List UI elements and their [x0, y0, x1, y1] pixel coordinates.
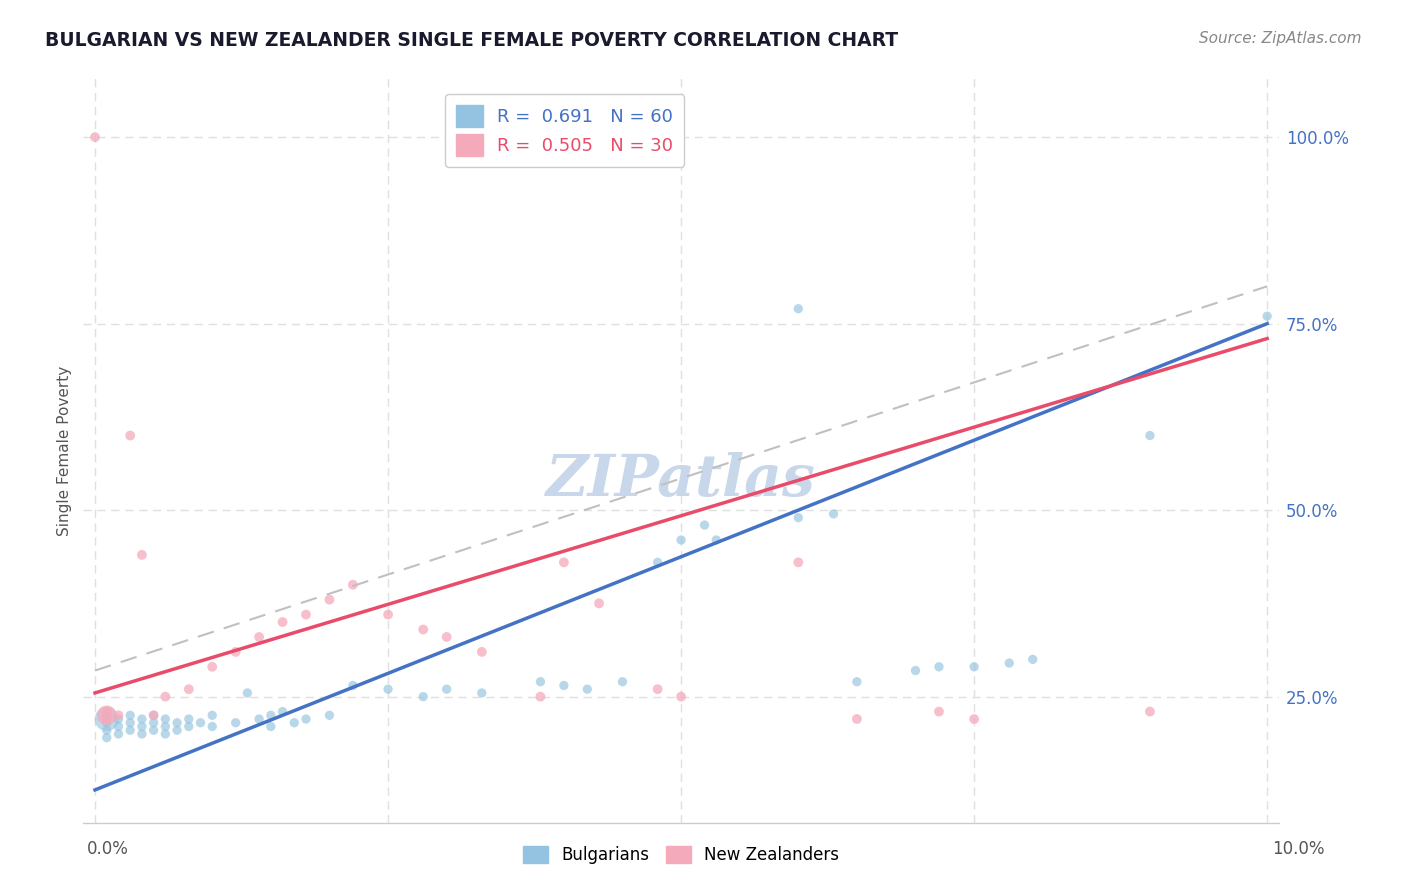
Point: [120, 428, 142, 442]
Text: BULGARIAN VS NEW ZEALANDER SINGLE FEMALE POVERTY CORRELATION CHART: BULGARIAN VS NEW ZEALANDER SINGLE FEMALE…: [45, 31, 898, 50]
Point: [166, 715, 188, 730]
Point: [928, 660, 950, 674]
Point: [1139, 705, 1161, 719]
Point: [669, 690, 692, 704]
Point: [177, 682, 200, 697]
Point: [823, 507, 845, 521]
Point: [553, 678, 575, 692]
Point: [236, 686, 259, 700]
Point: [142, 723, 165, 738]
Point: [107, 708, 129, 723]
Point: [693, 518, 716, 533]
Point: [647, 682, 669, 697]
Point: [963, 660, 986, 674]
Point: [271, 705, 294, 719]
Point: [96, 708, 118, 723]
Point: [225, 645, 247, 659]
Point: [107, 719, 129, 733]
Point: [318, 708, 340, 723]
Point: [612, 674, 634, 689]
Point: [1139, 428, 1161, 442]
Point: [84, 130, 107, 145]
Point: [142, 708, 165, 723]
Point: [142, 715, 165, 730]
Point: [96, 708, 118, 723]
Point: [904, 664, 927, 678]
Point: [120, 715, 142, 730]
Point: [96, 712, 118, 726]
Point: [1256, 309, 1278, 323]
Point: [1022, 652, 1045, 666]
Text: 10.0%: 10.0%: [1272, 840, 1324, 858]
Point: [120, 708, 142, 723]
Point: [201, 708, 224, 723]
Point: [107, 727, 129, 741]
Point: [436, 682, 458, 697]
Point: [131, 719, 153, 733]
Point: [247, 712, 270, 726]
Point: [96, 705, 118, 719]
Point: [529, 690, 551, 704]
Point: [96, 731, 118, 745]
Point: [928, 705, 950, 719]
Point: [131, 727, 153, 741]
Point: [166, 723, 188, 738]
Point: [201, 719, 224, 733]
Point: [155, 690, 177, 704]
Point: [260, 719, 283, 733]
Point: [471, 686, 494, 700]
Text: 0.0%: 0.0%: [87, 840, 129, 858]
Point: [260, 708, 283, 723]
Point: [704, 533, 727, 547]
Point: [131, 548, 153, 562]
Point: [201, 660, 224, 674]
Point: [412, 623, 434, 637]
Point: [342, 678, 364, 692]
Point: [96, 715, 118, 730]
Point: [120, 723, 142, 738]
Point: [963, 712, 986, 726]
Point: [96, 712, 118, 726]
Point: [787, 555, 810, 569]
Point: [377, 607, 399, 622]
Point: [669, 533, 692, 547]
Point: [155, 727, 177, 741]
Point: [177, 712, 200, 726]
Point: [787, 510, 810, 524]
Point: [190, 715, 212, 730]
Point: [845, 674, 868, 689]
Point: [283, 715, 305, 730]
Point: [177, 719, 200, 733]
Point: [787, 301, 810, 316]
Point: [576, 682, 599, 697]
Point: [471, 645, 494, 659]
Point: [377, 682, 399, 697]
Point: [529, 674, 551, 689]
Point: [142, 708, 165, 723]
Point: [342, 578, 364, 592]
Point: [96, 723, 118, 738]
Point: [247, 630, 270, 644]
Point: [295, 607, 318, 622]
Y-axis label: Single Female Poverty: Single Female Poverty: [58, 366, 72, 535]
Text: ZIPatlas: ZIPatlas: [546, 452, 815, 508]
Point: [436, 630, 458, 644]
Point: [155, 712, 177, 726]
Legend: R =  0.691   N = 60, R =  0.505   N = 30: R = 0.691 N = 60, R = 0.505 N = 30: [446, 94, 685, 167]
Point: [998, 656, 1021, 670]
Text: Source: ZipAtlas.com: Source: ZipAtlas.com: [1198, 31, 1361, 46]
Point: [107, 712, 129, 726]
Point: [588, 596, 610, 610]
Point: [318, 592, 340, 607]
Point: [155, 719, 177, 733]
Point: [647, 555, 669, 569]
Point: [845, 712, 868, 726]
Point: [225, 715, 247, 730]
Point: [412, 690, 434, 704]
Point: [131, 712, 153, 726]
Point: [271, 615, 294, 629]
Point: [553, 555, 575, 569]
Point: [295, 712, 318, 726]
